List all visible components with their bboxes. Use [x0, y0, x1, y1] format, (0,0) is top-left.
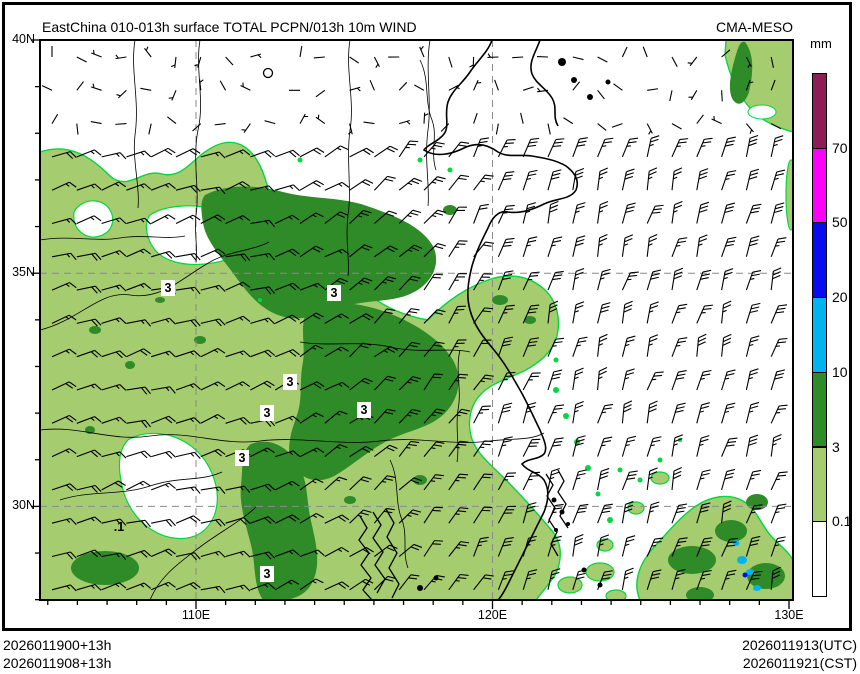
- calm-wind-symbol: [262, 67, 274, 79]
- lon-tick-label: 130E: [774, 608, 804, 622]
- init-time-utc: 2026011900+13h: [3, 637, 112, 653]
- contour-label: 3: [264, 406, 271, 420]
- valid-time-cst: 2026011921(CST): [742, 655, 857, 671]
- valid-time-utc: 2026011913(UTC): [742, 637, 857, 653]
- contour-labels: 3 3 3 3 3 3 3 .1: [114, 280, 371, 582]
- axis-ticks: [31, 39, 790, 609]
- contour-label: 3: [264, 567, 271, 581]
- colorbar-tick-label: 10: [832, 363, 848, 380]
- colorbar-tick-label: 70: [832, 139, 848, 156]
- colorbar-tick-label: 3: [832, 438, 840, 455]
- colorbar-unit-label: mm: [810, 36, 832, 51]
- lat-tick-label: 35N: [12, 265, 35, 280]
- contour-label: 3: [361, 403, 368, 417]
- lon-tick-label: 120E: [477, 608, 508, 622]
- lon-tick-label: 110E: [181, 608, 211, 622]
- colorbar-segment-20-50: [812, 222, 827, 299]
- wind-barb-layer: [41, 45, 788, 594]
- init-time-cst: 2026011908+13h: [3, 655, 112, 671]
- colorbar-tick-label: 50: [832, 214, 848, 231]
- colorbar-segment-10-20: [812, 297, 827, 373]
- figure-border: [2, 2, 852, 631]
- plot-title: EastChina 010-013h surface TOTAL PCPN/01…: [42, 19, 417, 35]
- colorbar-segment-50-70: [812, 147, 827, 224]
- model-name: CMA-MESO: [716, 19, 793, 35]
- lat-tick-label: 40N: [12, 32, 35, 46]
- contour-label: 3: [331, 286, 338, 300]
- colorbar-tick-label: 0.1: [832, 513, 852, 530]
- colorbar-segment-gt70: [812, 73, 827, 149]
- contour-label: 3: [287, 375, 294, 389]
- gridlines: [40, 40, 793, 600]
- contour-label: .1: [114, 520, 124, 534]
- contour-label: 3: [239, 451, 246, 465]
- colorbar-segment-3-10: [812, 371, 827, 448]
- colorbar-segment-0.1-3: [812, 446, 827, 523]
- lat-tick-label: 30N: [12, 498, 35, 513]
- precipitation-layer: [40, 40, 793, 600]
- contour-label: 3: [165, 281, 172, 295]
- colorbar-segment-lt0.1: [812, 521, 827, 597]
- colorbar-tick-label: 20: [832, 289, 848, 306]
